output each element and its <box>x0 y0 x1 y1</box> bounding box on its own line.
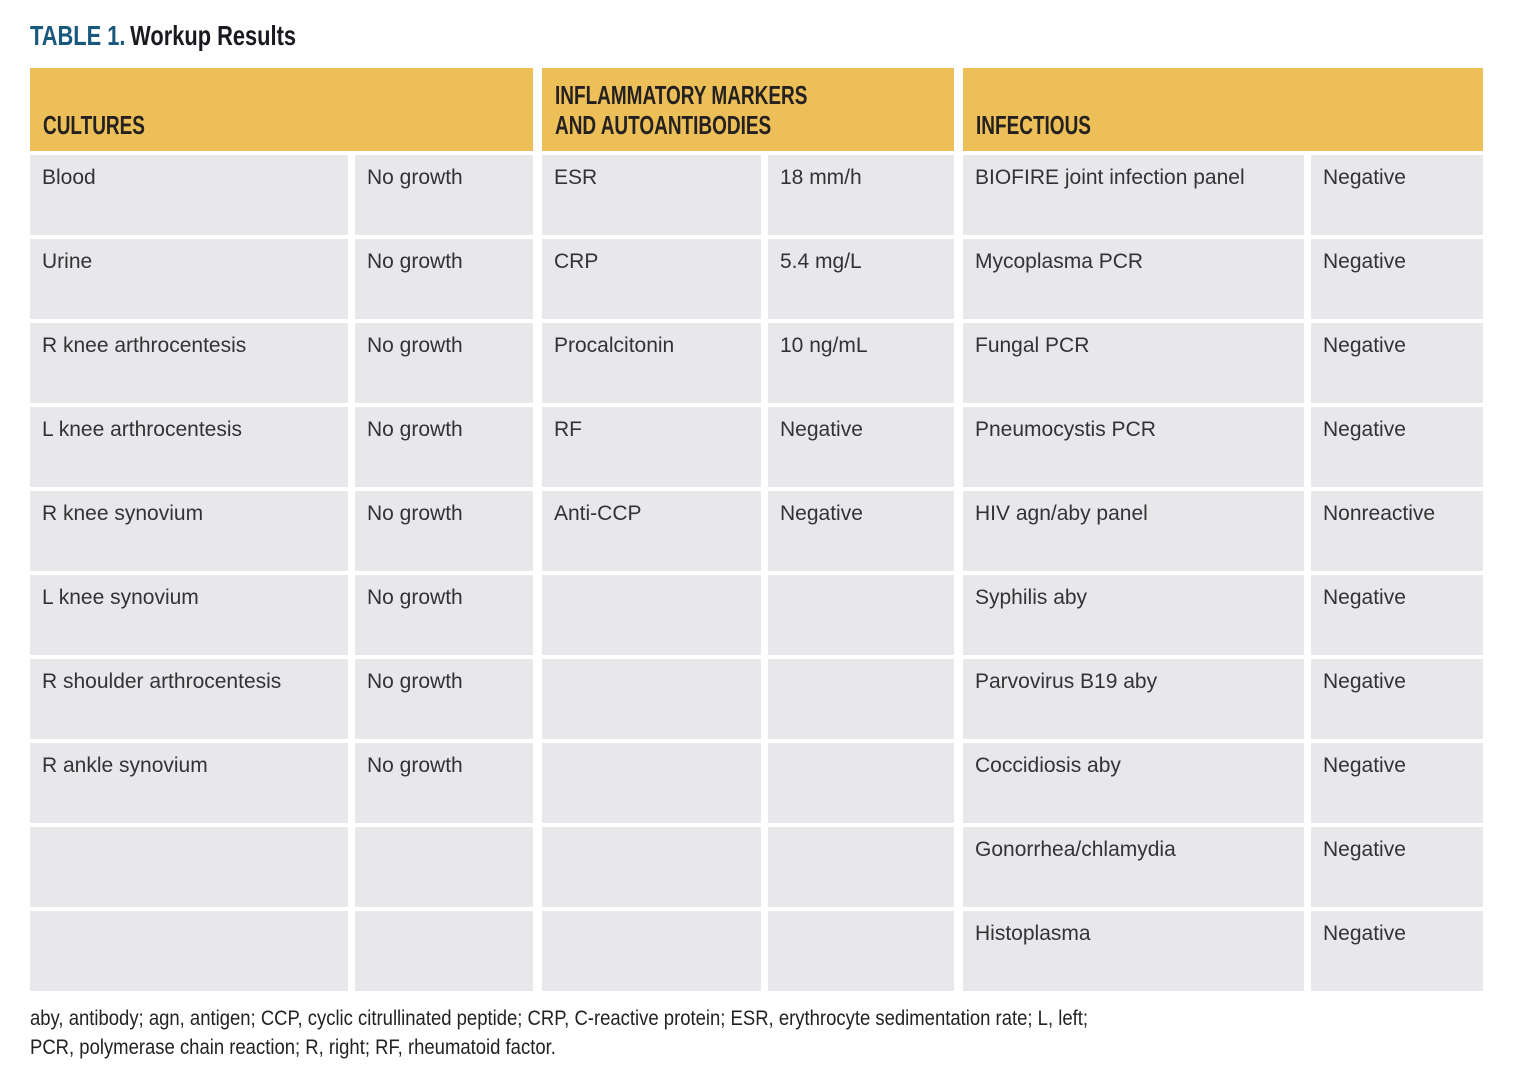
test-name-cell: Mycoplasma PCR <box>963 239 1304 319</box>
test-name-cell <box>30 827 348 907</box>
test-name-cell <box>542 743 761 823</box>
test-name-cell: Pneumocystis PCR <box>963 407 1304 487</box>
test-result-cell <box>768 911 954 991</box>
test-result-cell: 5.4 mg/L <box>768 239 954 319</box>
test-result-cell: Negative <box>768 491 954 571</box>
test-name-cell: Gonorrhea/chlamydia <box>963 827 1304 907</box>
infectious-header-label: INFECTIOUS <box>976 110 1091 141</box>
footnote-line: PCR, polymerase chain reaction; R, right… <box>30 1036 556 1059</box>
test-result-cell: Negative <box>1311 323 1483 403</box>
test-result-cell: No growth <box>355 239 533 319</box>
footnote-line: aby, antibody; agn, antigen; CCP, cyclic… <box>30 1007 1089 1030</box>
test-name-cell: Coccidiosis aby <box>963 743 1304 823</box>
table-title-text: TABLE 1. Workup Results <box>30 17 296 55</box>
table-title: TABLE 1. Workup Results <box>30 16 1484 54</box>
test-result-cell: Negative <box>1311 743 1483 823</box>
table-name: Workup Results <box>130 20 296 51</box>
inflammatory-header-label: INFLAMMATORY MARKERS AND AUTOANTIBODIES <box>555 80 808 141</box>
test-name-cell: RF <box>542 407 761 487</box>
test-name-cell: HIV agn/aby panel <box>963 491 1304 571</box>
test-result-cell: Negative <box>768 407 954 487</box>
test-name-cell: Fungal PCR <box>963 323 1304 403</box>
test-result-cell <box>768 659 954 739</box>
test-result-cell: Negative <box>1311 911 1483 991</box>
test-result-cell: No growth <box>355 155 533 235</box>
test-name-cell: BIOFIRE joint infection panel <box>963 155 1304 235</box>
test-name-cell <box>542 575 761 655</box>
test-result-cell: Negative <box>1311 155 1483 235</box>
test-result-cell <box>355 911 533 991</box>
test-result-cell <box>768 743 954 823</box>
test-result-cell: No growth <box>355 575 533 655</box>
test-result-cell: 10 ng/mL <box>768 323 954 403</box>
table-number-label: TABLE 1. <box>30 20 126 51</box>
test-name-cell: Histoplasma <box>963 911 1304 991</box>
test-name-cell: R shoulder arthrocentesis <box>30 659 348 739</box>
workup-results-table: CULTURES Blood No growth Urine No growth R k… <box>30 68 1484 991</box>
column-group-cultures: CULTURES Blood No growth Urine No growth R k… <box>30 68 533 991</box>
test-name-cell: Anti-CCP <box>542 491 761 571</box>
test-result-cell: No growth <box>355 491 533 571</box>
test-name-cell: L knee arthrocentesis <box>30 407 348 487</box>
infectious-header-cell: INFECTIOUS <box>963 68 1483 151</box>
test-result-cell: No growth <box>355 407 533 487</box>
test-name-cell: L knee synovium <box>30 575 348 655</box>
test-result-cell: Nonreactive <box>1311 491 1483 571</box>
test-name-cell <box>542 911 761 991</box>
cultures-header-label: CULTURES <box>43 110 145 141</box>
column-group-inflammatory-markers: INFLAMMATORY MARKERS AND AUTOANTIBODIES … <box>542 68 954 991</box>
test-name-cell: Parvovirus B19 aby <box>963 659 1304 739</box>
test-name-cell: Urine <box>30 239 348 319</box>
test-result-cell: Negative <box>1311 239 1483 319</box>
test-name-cell: Syphilis aby <box>963 575 1304 655</box>
test-name-cell: R knee synovium <box>30 491 348 571</box>
test-name-cell <box>30 911 348 991</box>
cultures-header-cell: CULTURES <box>30 68 533 151</box>
test-result-cell <box>768 575 954 655</box>
test-name-cell <box>542 827 761 907</box>
test-result-cell <box>355 827 533 907</box>
test-result-cell: No growth <box>355 743 533 823</box>
test-name-cell: R ankle synovium <box>30 743 348 823</box>
test-result-cell: Negative <box>1311 575 1483 655</box>
test-name-cell: Blood <box>30 155 348 235</box>
column-group-infectious: INFECTIOUS BIOFIRE joint infection panel… <box>963 68 1483 991</box>
test-result-cell: No growth <box>355 323 533 403</box>
test-result-cell: Negative <box>1311 407 1483 487</box>
test-result-cell <box>768 827 954 907</box>
test-result-cell: No growth <box>355 659 533 739</box>
footnote: aby, antibody; agn, antigen; CCP, cyclic… <box>30 1004 1484 1062</box>
inflammatory-header-cell: INFLAMMATORY MARKERS AND AUTOANTIBODIES <box>542 68 954 151</box>
test-result-cell: 18 mm/h <box>768 155 954 235</box>
test-name-cell <box>542 659 761 739</box>
test-name-cell: CRP <box>542 239 761 319</box>
test-name-cell: R knee arthrocentesis <box>30 323 348 403</box>
test-result-cell: Negative <box>1311 827 1483 907</box>
test-name-cell: Procalcitonin <box>542 323 761 403</box>
test-result-cell: Negative <box>1311 659 1483 739</box>
test-name-cell: ESR <box>542 155 761 235</box>
